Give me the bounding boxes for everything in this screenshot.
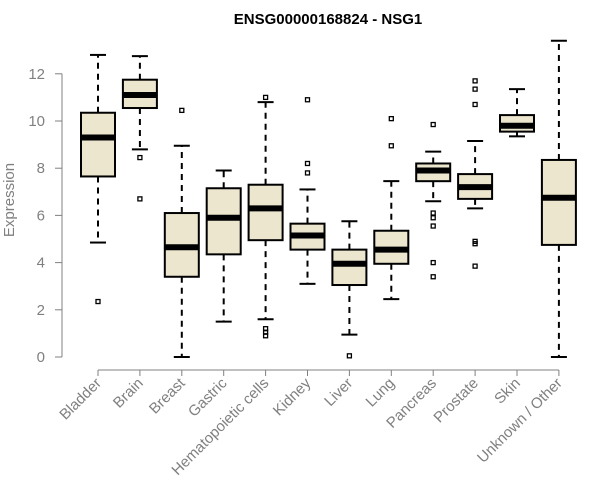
outlier-point <box>304 97 311 103</box>
box-pancreas <box>415 121 452 280</box>
outlier-point <box>179 107 185 114</box>
y-tick-label: 12 <box>28 66 45 83</box>
x-tick-label: Lung <box>363 375 399 411</box>
chart-title: ENSG00000168824 - NSG1 <box>234 11 422 28</box>
y-tick-label: 10 <box>28 113 45 130</box>
x-tick-label: Brain <box>110 375 147 412</box>
outlier-point <box>262 333 269 339</box>
outlier-point <box>430 274 436 280</box>
y-tick-label: 0 <box>37 349 45 366</box>
outlier-point <box>472 263 478 269</box>
outlier-point <box>137 154 143 161</box>
box-prostate <box>457 78 494 269</box>
x-tick-label: Prostate <box>430 375 482 427</box>
box-lung <box>373 115 410 301</box>
outlier-point <box>472 86 478 92</box>
y-tick-label: 4 <box>37 255 45 272</box>
x-tick-label: Skin <box>491 375 524 408</box>
outlier-point <box>430 215 436 221</box>
outlier-point <box>388 115 394 122</box>
box-kidney <box>289 97 326 285</box>
x-tick-label: Bladder <box>56 375 105 424</box>
outlier-point <box>262 94 269 101</box>
outlier-point <box>430 223 436 229</box>
box-hematopoietic-cells <box>247 94 284 339</box>
box-brain <box>121 55 158 202</box>
x-tick-label: Kidney <box>270 374 315 419</box>
outlier-point <box>430 210 436 216</box>
box-gastric <box>205 169 242 323</box>
y-axis: 0 2 4 6 8 10 12 <box>28 66 63 366</box>
iqr-box <box>247 183 284 242</box>
outlier-point <box>304 160 311 167</box>
box-unknown-other <box>540 39 577 358</box>
iqr-box <box>80 111 116 178</box>
outlier-point <box>430 121 436 128</box>
y-tick-label: 6 <box>37 207 45 224</box>
y-tick-label: 2 <box>37 302 45 319</box>
x-tick-label: Breast <box>146 374 189 417</box>
outlier-point <box>472 101 478 108</box>
y-axis-label: Expression <box>1 163 18 237</box>
iqr-box <box>331 248 368 287</box>
box-breast <box>163 107 200 358</box>
outlier-point <box>346 353 353 359</box>
iqr-box <box>540 158 577 246</box>
box-liver <box>331 220 368 359</box>
boxes-group <box>80 39 577 359</box>
outlier-point <box>388 143 394 149</box>
outlier-point <box>472 78 478 84</box>
y-tick-label: 8 <box>37 160 45 177</box>
outlier-point <box>95 298 101 305</box>
outlier-point <box>137 196 143 202</box>
iqr-box <box>205 187 242 256</box>
outlier-point <box>304 170 311 176</box>
box-skin <box>499 88 535 138</box>
box-bladder <box>80 53 116 305</box>
x-tick-label: Liver <box>321 375 356 410</box>
outlier-point <box>430 259 436 266</box>
outlier-point <box>472 241 478 247</box>
